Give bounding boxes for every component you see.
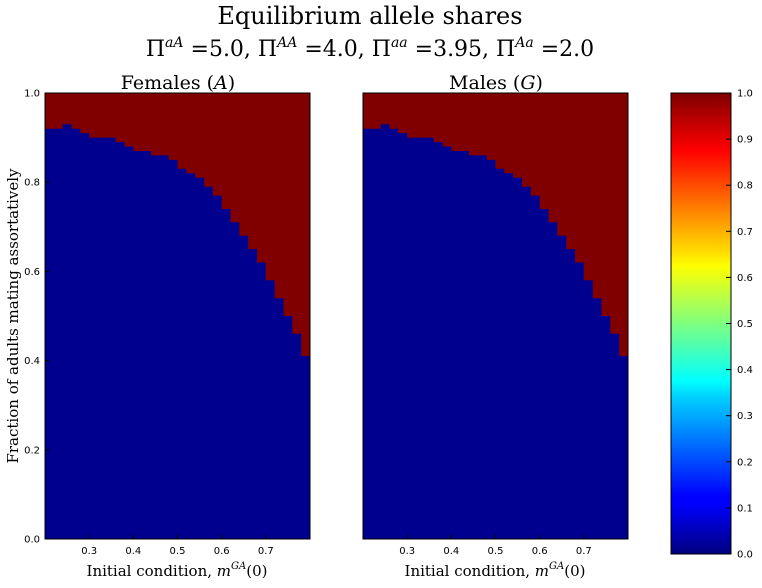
colorbar-ticks: 0.0 0.1 0.2 0.3 0.4 0.5 0.6 0.7 0.8 0.9 1.0: [726, 89, 753, 561]
colorbar-gradient: [671, 93, 731, 554]
y-tick-label: 0.8: [24, 178, 40, 189]
x-tick-label: 0.7: [576, 546, 592, 557]
females-x-axis-label: Initial condition, mGA(0): [87, 561, 268, 580]
colorbar-tick-label: 0.7: [737, 227, 753, 238]
females-heatmap-panel: Females (A) 0.3 0.4 0.5 0.6 0.7 0.0 0.2 0.4 0.6…: [4, 72, 311, 580]
females-panel-title: Females (A): [121, 72, 235, 94]
colorbar-tick-label: 0.4: [737, 365, 753, 376]
colorbar-tick-label: 0.8: [737, 181, 753, 192]
females-x-ticks: 0.3 0.4 0.5 0.6 0.7: [81, 535, 274, 557]
females-y-ticks: 0.0 0.2 0.4 0.6 0.8 1.0: [24, 89, 49, 546]
colorbar-tick-label: 0.2: [737, 457, 753, 468]
colorbar: 0.0 0.1 0.2 0.3 0.4 0.5 0.6 0.7 0.8 0.9 1.0: [670, 89, 753, 561]
y-axis-label: Fraction of adults mating assortatively: [4, 168, 22, 464]
x-tick-label: 0.5: [488, 546, 504, 557]
males-panel-title: Males (G): [449, 72, 543, 94]
y-tick-label: 0.6: [24, 267, 40, 278]
y-tick-label: 0.4: [24, 356, 40, 367]
colorbar-tick-label: 1.0: [737, 89, 753, 100]
x-tick-label: 0.4: [125, 546, 141, 557]
colorbar-tick-label: 0.1: [737, 503, 753, 514]
colorbar-tick-label: 0.9: [737, 135, 753, 146]
x-tick-label: 0.7: [258, 546, 274, 557]
x-tick-label: 0.3: [81, 546, 97, 557]
colorbar-tick-label: 0.3: [737, 411, 753, 422]
figure-subtitle: ΠaA =5.0, ΠAA =4.0, Πaa =3.95, ΠAa =2.0: [146, 35, 594, 62]
y-tick-label: 0.2: [24, 445, 40, 456]
x-tick-label: 0.6: [532, 546, 548, 557]
males-high-region: [363, 93, 628, 374]
males-x-ticks: 0.3 0.4 0.5 0.6 0.7: [399, 535, 592, 557]
y-tick-label: 0.0: [24, 535, 40, 546]
colorbar-tick-label: 0.5: [737, 319, 753, 330]
males-x-axis-label: Initial condition, mGA(0): [405, 561, 586, 580]
figure-title: Equilibrium allele shares: [217, 2, 522, 30]
males-heatmap-panel: Males (G) 0.3 0.4 0.5 0.6 0.7 Initial condit…: [362, 72, 629, 580]
females-high-region: [45, 93, 310, 374]
x-tick-label: 0.6: [214, 546, 230, 557]
x-tick-label: 0.3: [399, 546, 415, 557]
colorbar-tick-label: 0.6: [737, 273, 753, 284]
x-tick-label: 0.5: [170, 546, 186, 557]
y-tick-label: 1.0: [24, 89, 40, 100]
colorbar-tick-label: 0.0: [737, 550, 753, 561]
x-tick-label: 0.4: [443, 546, 459, 557]
